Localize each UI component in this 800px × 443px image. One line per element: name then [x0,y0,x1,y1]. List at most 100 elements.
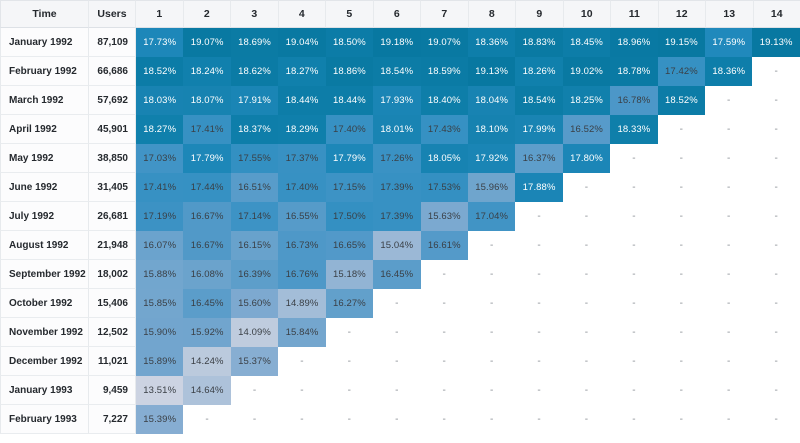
cohort-month-label: June 1992 [0,173,89,202]
retention-cell-empty: - [420,347,468,376]
retention-cell: 17.59% [705,28,753,57]
retention-cell-empty: - [752,318,800,347]
retention-cell-empty: - [373,318,421,347]
cohort-users-count: 11,021 [89,347,136,376]
retention-cell-empty: - [752,86,800,115]
retention-cell-empty: - [705,289,753,318]
retention-cell: 16.67% [183,202,231,231]
cohort-users-count: 57,692 [89,86,136,115]
retention-cell-empty: - [325,376,374,405]
retention-cell: 16.37% [515,144,563,173]
retention-cell: 17.50% [325,202,374,231]
retention-cell: 18.36% [467,28,516,57]
retention-cell-empty: - [610,405,658,434]
retention-cell-empty: - [278,405,326,434]
cohort-row: July 1992 26,681 17.19% 16.67% 17.14% 16.55% 1… [0,202,800,231]
retention-cell-empty: - [657,376,706,405]
retention-cell-empty: - [610,376,658,405]
retention-cell: 18.25% [562,86,611,115]
retention-cell: 18.54% [515,86,563,115]
cohort-users-count: 31,405 [89,173,136,202]
retention-cell: 15.96% [467,173,516,202]
retention-cell: 15.88% [136,260,184,289]
retention-cell-empty: - [752,231,800,260]
retention-cell: 16.67% [183,231,231,260]
retention-cell: 19.13% [752,28,800,57]
retention-cell-empty: - [467,347,516,376]
retention-cell: 15.85% [136,289,184,318]
cohort-row: February 1992 66,686 18.52% 18.24% 18.62% 18.… [0,57,800,86]
retention-cell-empty: - [467,376,516,405]
retention-cell: 14.64% [183,376,231,405]
column-header-period-2: 2 [183,0,231,28]
retention-cell: 16.51% [230,173,279,202]
cohort-users-count: 15,406 [89,289,136,318]
retention-cell-empty: - [278,347,326,376]
column-header-period-7: 7 [421,0,469,28]
column-header-period-3: 3 [231,0,279,28]
cohort-row: January 1993 9,459 13.51% 14.64% - - - - - - - - - - -… [0,376,800,405]
retention-cell: 17.14% [230,202,279,231]
retention-cell-empty: - [657,260,706,289]
retention-cell: 18.83% [515,28,563,57]
column-header-period-6: 6 [373,0,421,28]
retention-cell: 18.69% [230,28,279,57]
column-header-period-12: 12 [658,0,706,28]
retention-cell-empty: - [752,289,800,318]
cohort-users-count: 12,502 [89,318,136,347]
retention-cell: 18.26% [515,57,563,86]
cohort-month-label: May 1992 [0,144,89,173]
retention-cell-empty: - [183,405,231,434]
retention-cell: 17.40% [278,173,326,202]
retention-cell: 16.65% [325,231,374,260]
retention-cell-empty: - [752,405,800,434]
cohort-month-label: March 1992 [0,86,89,115]
cohort-row: January 1992 87,109 17.73% 19.07% 18.69% 19.0… [0,28,800,57]
retention-cell: 15.92% [183,318,231,347]
cohort-users-count: 87,109 [89,28,136,57]
retention-cell: 17.99% [515,115,563,144]
retention-cell-empty: - [657,405,706,434]
column-header-period-1: 1 [136,0,184,28]
retention-cell-empty: - [515,202,563,231]
retention-cell-empty: - [705,202,753,231]
retention-cell-empty: - [467,405,516,434]
retention-cell: 16.45% [183,289,231,318]
retention-cell: 16.15% [230,231,279,260]
retention-cell: 17.43% [420,115,468,144]
retention-cell-empty: - [420,405,468,434]
retention-cell-empty: - [562,202,611,231]
retention-cell: 18.44% [278,86,326,115]
retention-cell: 19.07% [420,28,468,57]
retention-cell: 19.15% [657,28,706,57]
retention-cell: 14.09% [230,318,279,347]
retention-cell: 18.10% [467,115,516,144]
retention-cell-empty: - [515,231,563,260]
retention-cell-empty: - [515,289,563,318]
retention-cell: 15.89% [136,347,184,376]
cohort-row: June 1992 31,405 17.41% 17.44% 16.51% 17.40% 1… [0,173,800,202]
cohort-month-label: August 1992 [0,231,89,260]
column-header-period-11: 11 [611,0,659,28]
retention-cell-empty: - [467,289,516,318]
cohort-month-label: January 1993 [0,376,89,405]
retention-cell: 18.52% [657,86,706,115]
retention-cell: 18.07% [183,86,231,115]
column-header-period-5: 5 [326,0,374,28]
retention-cell: 18.40% [420,86,468,115]
retention-cell: 15.04% [373,231,421,260]
retention-cell-empty: - [373,405,421,434]
retention-cell-empty: - [325,405,374,434]
column-header-period-13: 13 [706,0,754,28]
retention-cell-empty: - [325,347,374,376]
cohort-month-label: January 1992 [0,28,89,57]
retention-cell: 17.15% [325,173,374,202]
retention-cell-empty: - [657,173,706,202]
retention-cell: 16.61% [420,231,468,260]
cohort-month-label: October 1992 [0,289,89,318]
retention-cell-empty: - [752,376,800,405]
retention-cell: 18.36% [705,57,753,86]
cohort-users-count: 66,686 [89,57,136,86]
retention-cell: 18.54% [373,57,421,86]
cohort-users-count: 45,901 [89,115,136,144]
